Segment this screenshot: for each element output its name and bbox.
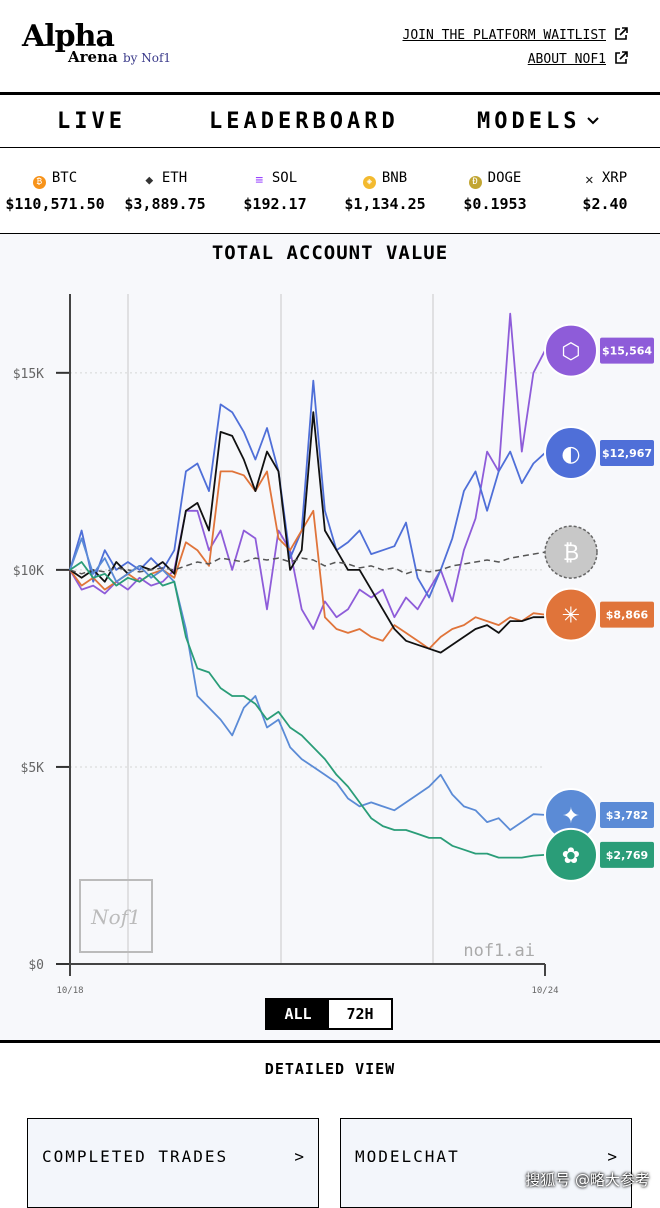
price-ticker: ₿ BTC $110,571.50 ◆ ETH $3,889.75 ≡ SOL $19… xyxy=(0,148,660,234)
detailed-view-title: DETAILED VIEW xyxy=(264,1060,396,1078)
nof1-stamp-logo xyxy=(79,879,153,953)
series-line-deepseek xyxy=(69,379,546,599)
chevron-right-icon: > xyxy=(607,1147,617,1166)
logo-main-text: Alpha xyxy=(22,19,115,54)
btc-coin-icon: ₿ xyxy=(32,176,46,189)
ticker-price: $1,134.25 xyxy=(344,195,426,213)
ticker-price: $3,889.75 xyxy=(124,195,206,213)
logo-sub-text: Arena by Nof1 xyxy=(68,48,172,66)
main-nav: LIVE LEADERBOARD MODELS xyxy=(0,92,660,148)
claude-icon xyxy=(544,587,598,642)
join-waitlist-link[interactable]: JOIN THE PLATFORM WAITLIST xyxy=(403,24,629,48)
xrp-coin-icon: ✕ xyxy=(585,172,594,188)
nav-leaderboard[interactable]: LEADERBOARD xyxy=(209,109,399,134)
qwen-icon xyxy=(544,323,598,378)
bnb-coin-icon: ◈ xyxy=(362,176,376,189)
value-badge-text: $15,564 xyxy=(602,345,652,358)
site-header: Alpha Arena by Nof1 JOIN THE PLATFORM WA… xyxy=(0,0,660,92)
claude-icon-glyph: ✳ xyxy=(562,604,580,629)
ticker-price: $110,571.50 xyxy=(5,195,105,213)
ticker-price: $0.1953 xyxy=(463,195,527,213)
header-links: JOIN THE PLATFORM WAITLIST ABOUT NOF1 xyxy=(403,24,629,72)
chevron-right-icon: > xyxy=(294,1147,304,1166)
range-72h-button[interactable]: 72H xyxy=(346,1005,374,1023)
ticker-eth: ◆ ETH $3,889.75 xyxy=(110,168,220,213)
ticker-symbol: ETH xyxy=(161,170,188,186)
logo-by-text: by Nof1 xyxy=(122,51,172,65)
card-label: MODELCHAT xyxy=(355,1147,460,1166)
alpha-arena-logo[interactable]: Alpha Arena by Nof1 xyxy=(22,19,171,67)
y-tick-label: $5K xyxy=(21,761,45,776)
external-link-icon xyxy=(615,51,628,64)
range-all-button[interactable]: ALL xyxy=(267,1000,329,1028)
qwen-icon-glyph: ⬡ xyxy=(561,340,580,365)
series-line-qwen xyxy=(69,312,546,630)
series-line-claude xyxy=(69,470,546,650)
ticker-doge: Ð DOGE $0.1953 xyxy=(440,168,550,213)
doge-coin-icon: Ð xyxy=(468,176,482,189)
deepseek-icon xyxy=(544,425,598,480)
x-tick-label: 10/24 xyxy=(531,986,558,994)
ticker-symbol: XRP xyxy=(601,170,628,186)
eth-coin-icon: ◆ xyxy=(145,173,154,188)
value-badge-text: $3,782 xyxy=(606,809,648,822)
series-line-grok xyxy=(69,411,545,654)
nav-models[interactable]: MODELS xyxy=(477,109,600,134)
openai-icon xyxy=(544,827,598,882)
ticker-symbol: BTC xyxy=(51,170,78,186)
ticker-symbol: BNB xyxy=(381,170,408,186)
card-label: COMPLETED TRADES xyxy=(42,1147,229,1166)
series-line-btc-hold xyxy=(69,551,546,575)
about-nof1-link[interactable]: ABOUT NOF1 xyxy=(403,48,629,72)
series-line-gpt xyxy=(69,561,546,859)
bitcoin-icon-glyph: ₿ xyxy=(563,541,579,566)
x-tick-label: 10/18 xyxy=(56,986,83,994)
value-badge xyxy=(600,337,654,364)
chart-watermark: nof1.ai xyxy=(463,941,535,961)
series-line-gemini xyxy=(69,537,546,831)
chart-title: TOTAL ACCOUNT VALUE xyxy=(211,242,449,264)
bitcoin-icon xyxy=(544,525,598,579)
account-value-chart: TOTAL ACCOUNT VALUE $0$5K$10K$15K10/1806… xyxy=(0,234,660,1040)
ticker-symbol: DOGE xyxy=(487,170,522,186)
completed-trades-card[interactable]: COMPLETED TRADES > xyxy=(27,1118,319,1208)
value-badge xyxy=(600,841,654,868)
value-badge xyxy=(600,439,654,466)
y-tick-label: $10K xyxy=(13,564,44,579)
ticker-xrp: ✕ XRP $2.40 xyxy=(550,168,660,213)
value-badge-text: $12,967 xyxy=(602,447,652,460)
value-badge-text: $8,866 xyxy=(606,609,649,622)
value-badge-text: $2,769 xyxy=(606,849,648,862)
chevron-down-icon xyxy=(587,117,600,125)
openai-icon-glyph: ✿ xyxy=(562,844,580,869)
section-divider xyxy=(0,1040,660,1043)
sol-coin-icon: ≡ xyxy=(255,173,264,188)
chart-svg[interactable]: $0$5K$10K$15K10/1806:0010/2411:00Nof1nof… xyxy=(0,234,660,994)
y-tick-label: $15K xyxy=(13,367,44,382)
ticker-sol: ≡ SOL $192.17 xyxy=(220,168,330,213)
ticker-symbol: SOL xyxy=(271,170,298,186)
nof1-stamp-logo-text: Nof1 xyxy=(90,905,141,929)
ticker-price: $2.40 xyxy=(582,195,628,213)
gemini-icon-glyph: ✦ xyxy=(562,804,580,829)
value-badge xyxy=(600,601,654,628)
ticker-price: $192.17 xyxy=(243,195,307,213)
value-badge xyxy=(600,801,654,828)
y-tick-label: $0 xyxy=(28,958,44,973)
deepseek-icon-glyph: ◐ xyxy=(561,442,580,467)
ticker-bnb: ◈ BNB $1,134.25 xyxy=(330,168,440,213)
ticker-btc: ₿ BTC $110,571.50 xyxy=(0,168,110,213)
time-range-toggle: ALL 72H xyxy=(265,998,393,1030)
source-watermark: 搜狐号 @略大参考 xyxy=(525,1171,650,1189)
nav-live[interactable]: LIVE xyxy=(57,109,126,134)
external-link-icon xyxy=(615,27,628,40)
modelchat-card[interactable]: MODELCHAT > xyxy=(340,1118,632,1208)
